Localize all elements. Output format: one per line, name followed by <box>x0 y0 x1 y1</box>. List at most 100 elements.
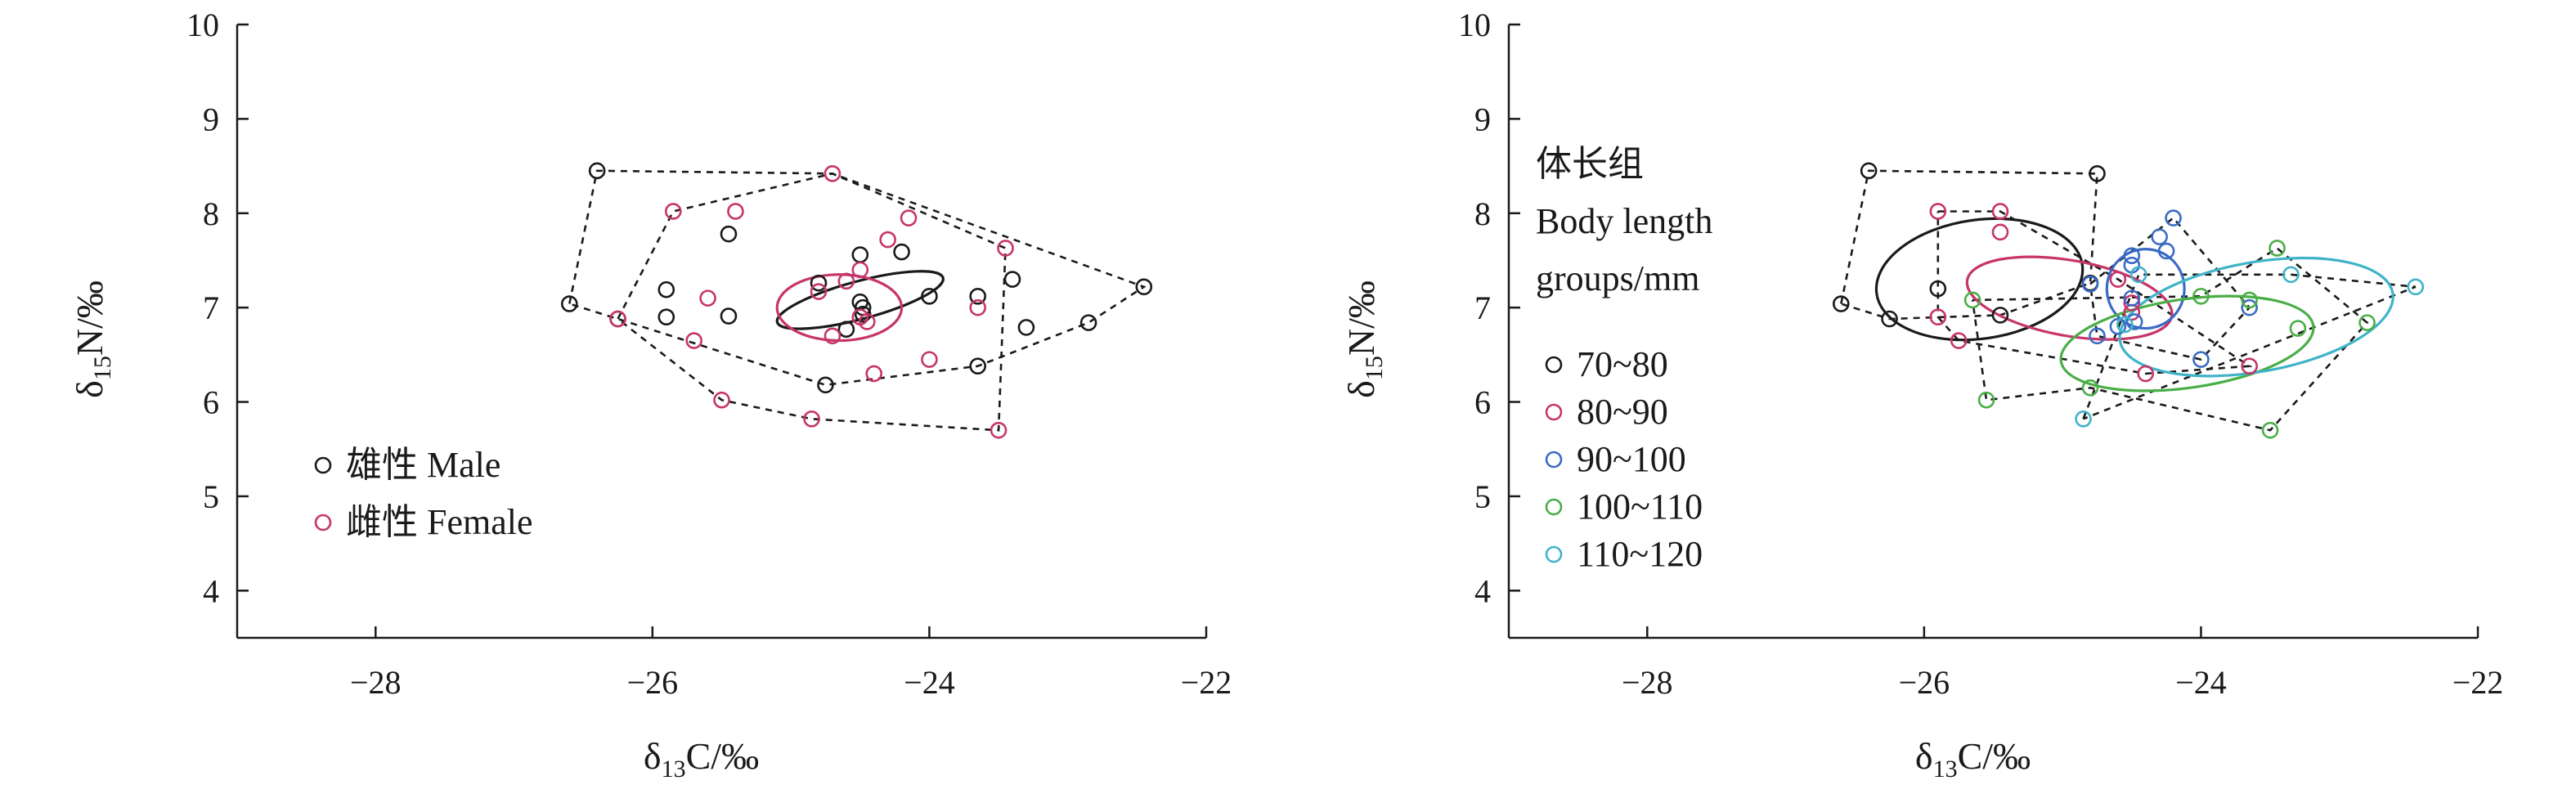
data-point <box>2109 317 2127 335</box>
data-point <box>2241 291 2258 309</box>
x-tick-label: −28 <box>350 664 402 701</box>
x-tick-label: −28 <box>1622 664 1673 701</box>
legend-marker <box>1545 498 1563 516</box>
y-tick-label: 8 <box>1474 195 1491 232</box>
data-point <box>2192 351 2210 368</box>
data-point <box>657 280 675 298</box>
data-point <box>2129 266 2147 284</box>
data-point <box>2081 379 2099 397</box>
data-point <box>664 203 682 220</box>
data-point <box>817 376 834 394</box>
standard-ellipse <box>2118 256 2394 378</box>
data-point <box>969 298 986 316</box>
data-point <box>2075 410 2092 428</box>
legend-label: 70~80 <box>1577 344 1668 384</box>
data-point <box>1017 319 1035 336</box>
data-point <box>2282 266 2300 284</box>
data-point <box>858 313 876 330</box>
data-point <box>1950 332 1968 349</box>
legend-marker <box>1545 545 1563 563</box>
y-tick-label: 6 <box>1474 384 1491 421</box>
convex-hull <box>1971 246 2369 432</box>
y-tick-label: 5 <box>1474 478 1491 515</box>
data-point <box>969 288 986 305</box>
data-point <box>2151 228 2168 245</box>
y-axis-label: δ15N/‰ <box>69 280 116 398</box>
data-point <box>699 289 716 307</box>
data-point <box>2192 288 2210 305</box>
data-point <box>2137 365 2155 383</box>
data-point <box>851 246 869 263</box>
legend-marker <box>1545 451 1563 469</box>
x-axis-label: δ13C/‰ <box>1915 735 2031 783</box>
y-tick-label: 5 <box>203 478 219 515</box>
x-tick-label: −26 <box>1899 664 1950 701</box>
data-point <box>1003 271 1021 288</box>
legend-label: 100~110 <box>1577 487 1703 527</box>
legend-marker <box>314 514 332 532</box>
data-point <box>2165 209 2182 227</box>
data-point <box>990 421 1008 439</box>
standard-ellipse <box>1874 217 2085 342</box>
data-point <box>685 332 702 349</box>
x-tick-label: −22 <box>1181 664 1232 701</box>
y-tick-label: 7 <box>1474 289 1491 326</box>
legend-label: 80~90 <box>1577 392 1668 432</box>
data-point <box>1881 310 1898 328</box>
y-tick-label: 9 <box>203 101 219 137</box>
legend-title: groups/mm <box>1536 258 1699 298</box>
data-point <box>900 209 918 227</box>
data-point <box>2089 165 2106 182</box>
convex-hull <box>1840 169 2098 321</box>
legend-label: 雄性 Male <box>346 445 500 485</box>
data-point <box>1929 280 1947 298</box>
data-point <box>1977 391 1995 409</box>
convex-hull <box>2082 273 2417 420</box>
data-point <box>810 274 828 292</box>
data-point <box>969 357 986 375</box>
standard-ellipse <box>2059 294 2315 393</box>
y-tick-label: 6 <box>203 384 219 421</box>
convex-hull <box>1936 210 2253 375</box>
data-point <box>2116 316 2134 334</box>
x-tick-label: −24 <box>904 664 955 701</box>
data-point <box>1079 314 1097 331</box>
data-point <box>2241 357 2258 375</box>
data-point <box>560 295 578 312</box>
data-point <box>2123 289 2141 307</box>
legend-title: Body length <box>1536 201 1712 241</box>
legend-label: 90~100 <box>1577 439 1686 479</box>
data-point <box>851 261 869 279</box>
convex-hull <box>568 169 1147 387</box>
y-tick-label: 10 <box>186 7 219 43</box>
data-point <box>2123 247 2141 264</box>
data-point <box>2109 271 2127 288</box>
data-point <box>921 288 938 305</box>
data-point <box>921 351 938 368</box>
data-point <box>713 391 730 409</box>
data-point <box>720 225 738 243</box>
data-point <box>2407 278 2425 296</box>
data-point <box>803 410 820 428</box>
data-point <box>879 231 896 249</box>
data-point <box>1963 291 1981 309</box>
data-point <box>2089 327 2106 345</box>
standard-ellipse <box>1965 255 2174 341</box>
legend-marker <box>1545 356 1563 374</box>
y-tick-label: 7 <box>203 289 219 326</box>
data-point <box>1991 307 2009 324</box>
data-point <box>865 365 883 383</box>
data-point <box>1832 295 1850 312</box>
legend-label: 雌性 Female <box>346 502 533 542</box>
data-point <box>824 165 841 182</box>
x-axis-label: δ13C/‰ <box>644 735 759 783</box>
data-point <box>2289 320 2307 337</box>
legend-label: 110~120 <box>1577 534 1703 574</box>
data-point <box>2125 313 2143 330</box>
data-point <box>720 307 738 325</box>
y-tick-label: 4 <box>203 572 219 609</box>
data-point <box>1135 278 1153 296</box>
data-point <box>810 283 828 300</box>
data-point <box>2358 314 2376 331</box>
